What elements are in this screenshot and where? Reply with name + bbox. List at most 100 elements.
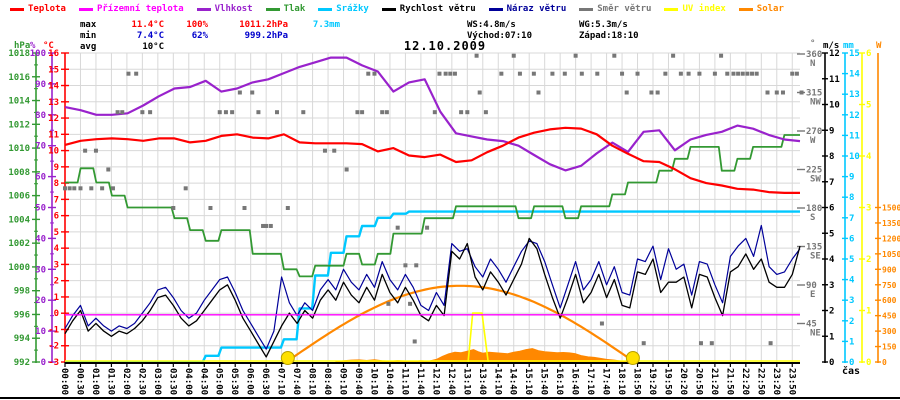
- svg-text:6: 6: [829, 204, 834, 214]
- svg-text:1500: 1500: [882, 204, 900, 213]
- svg-text:13: 13: [849, 90, 860, 100]
- svg-text:15: 15: [849, 49, 860, 59]
- svg-text:12:10: 12:10: [430, 368, 440, 395]
- svg-text:12: 12: [829, 49, 840, 59]
- stats-min-row: min 7.4°C 62% 999.2hPa: [80, 31, 288, 41]
- svg-text:1004: 1004: [8, 215, 30, 225]
- svg-text:00:30: 00:30: [74, 368, 84, 395]
- svg-text:14: 14: [48, 82, 59, 92]
- svg-text:7: 7: [849, 214, 854, 224]
- svg-text:19:50: 19:50: [662, 368, 672, 395]
- svg-text:750: 750: [882, 281, 897, 290]
- svg-text:mm: mm: [843, 41, 854, 51]
- svg-text:1: 1: [54, 293, 59, 303]
- svg-text:1350: 1350: [882, 219, 900, 228]
- svg-text:70: 70: [35, 142, 46, 152]
- svg-text:5: 5: [849, 255, 854, 265]
- svg-text:2: 2: [849, 317, 854, 327]
- legend-label: Náraz větru: [506, 4, 567, 14]
- svg-text:180: 180: [806, 204, 822, 214]
- legend-label: Směr větru: [597, 4, 652, 14]
- svg-text:20:50: 20:50: [693, 368, 703, 395]
- svg-text:3: 3: [849, 296, 854, 306]
- legend-label: UV index: [682, 4, 726, 14]
- legend-swatch: [196, 7, 211, 11]
- stats-max-row: max 11.4°C 100% 1011.2hPa 7.3mm: [80, 20, 340, 30]
- legend-swatch: [381, 7, 396, 11]
- svg-text:1200: 1200: [882, 234, 900, 243]
- svg-text:9: 9: [849, 173, 854, 183]
- svg-text:%: %: [30, 41, 36, 51]
- legend-swatch: [10, 7, 24, 11]
- svg-text:m/s: m/s: [823, 41, 839, 51]
- svg-text:02:00: 02:00: [121, 368, 131, 395]
- svg-text:15:40: 15:40: [539, 368, 549, 395]
- svg-text:7: 7: [54, 195, 59, 205]
- legend-swatch: [664, 7, 679, 11]
- svg-text:100: 100: [30, 49, 46, 59]
- svg-text:0: 0: [54, 309, 59, 319]
- svg-text:08:10: 08:10: [307, 368, 317, 395]
- svg-text:23:50: 23:50: [786, 368, 796, 395]
- svg-text:06:30: 06:30: [260, 368, 270, 395]
- svg-text:10: 10: [48, 147, 59, 157]
- legend-swatch: [579, 7, 594, 11]
- svg-text:40: 40: [35, 234, 46, 244]
- svg-text:2: 2: [866, 255, 871, 265]
- svg-text:09:40: 09:40: [353, 368, 363, 395]
- svg-text:270: 270: [806, 127, 822, 137]
- svg-text:02:30: 02:30: [136, 368, 146, 395]
- max-humidity: 100%: [186, 20, 208, 30]
- svg-text:150: 150: [882, 343, 897, 352]
- svg-text:04:00: 04:00: [183, 368, 193, 395]
- svg-text:20:20: 20:20: [678, 368, 688, 395]
- svg-text:45: 45: [806, 320, 817, 330]
- svg-text:03:30: 03:30: [167, 368, 177, 395]
- chart-date-title: 12.10.2009: [403, 39, 487, 53]
- legend-label: Přízemní teplota: [96, 4, 184, 14]
- svg-text:1: 1: [829, 332, 834, 342]
- sun-stats-row: Východ:07:10 Západ:18:10: [467, 31, 639, 41]
- max-rain: 7.3mm: [312, 20, 340, 30]
- svg-text:4: 4: [866, 152, 872, 162]
- svg-text:11:10: 11:10: [399, 368, 409, 395]
- legend-label: Vlhkost: [214, 4, 253, 14]
- svg-text:01:30: 01:30: [105, 368, 115, 395]
- svg-text:998: 998: [14, 287, 30, 297]
- svg-text:1000: 1000: [8, 263, 30, 273]
- svg-text:0: 0: [866, 358, 871, 368]
- svg-text:07:10: 07:10: [276, 368, 286, 395]
- svg-text:9: 9: [829, 126, 834, 136]
- svg-text:16:10: 16:10: [554, 368, 564, 395]
- svg-text:-1: -1: [48, 325, 59, 335]
- svg-text:60: 60: [35, 173, 46, 183]
- svg-text:20: 20: [35, 296, 46, 306]
- svg-text:6: 6: [54, 212, 59, 222]
- legend-swatch: [738, 7, 753, 11]
- svg-text:11: 11: [829, 75, 840, 85]
- legend-item-2: Vlhkost: [196, 4, 253, 14]
- svg-text:4: 4: [849, 276, 855, 286]
- svg-text:05:30: 05:30: [229, 368, 239, 395]
- svg-text:0: 0: [882, 358, 887, 367]
- svg-text:1018: 1018: [8, 49, 30, 59]
- svg-text:1050: 1050: [882, 250, 900, 259]
- svg-text:900: 900: [882, 265, 897, 274]
- svg-text:14: 14: [849, 70, 860, 80]
- svg-text:07:40: 07:40: [291, 368, 301, 395]
- wind-speed-max: WS:4.8m/s: [467, 20, 516, 30]
- svg-text:13: 13: [48, 98, 59, 108]
- wind-gust-max: WG:5.3m/s: [579, 20, 628, 30]
- svg-text:1012: 1012: [8, 120, 30, 130]
- max-pressure: 1011.2hPa: [239, 20, 288, 30]
- svg-text:8: 8: [54, 179, 59, 189]
- legend-item-1: Přízemní teplota: [78, 4, 184, 14]
- svg-text:14:10: 14:10: [492, 368, 502, 395]
- bottom-border: [0, 397, 900, 399]
- svg-text:hPa: hPa: [14, 41, 30, 51]
- svg-text:0: 0: [829, 358, 834, 368]
- svg-text:°: °: [810, 39, 815, 49]
- svg-text:4: 4: [829, 255, 835, 265]
- svg-text:0: 0: [41, 358, 46, 368]
- svg-text:W: W: [810, 136, 816, 146]
